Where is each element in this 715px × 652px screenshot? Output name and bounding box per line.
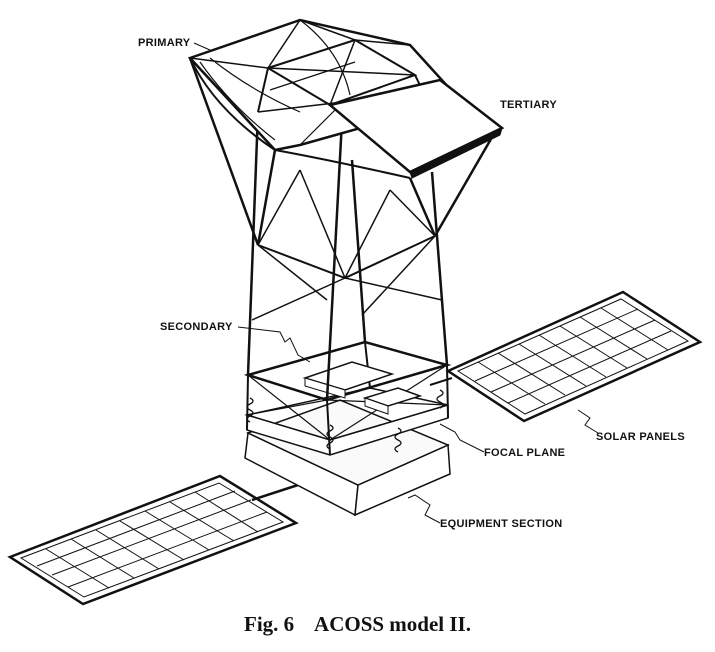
- label-equipment-section: EQUIPMENT SECTION: [407, 494, 562, 530]
- tower-truss: [188, 57, 497, 401]
- left-solar-panel: [7, 474, 299, 606]
- label-focal-plane: FOCAL PLANE: [439, 423, 565, 459]
- label-primary: PRIMARY: [138, 37, 211, 51]
- label-secondary: SECONDARY: [160, 321, 311, 363]
- solar-panels-label: SOLAR PANELS: [596, 431, 685, 443]
- lower-truss-structure: [243, 340, 452, 456]
- figure-title: ACOSS model II.: [314, 612, 471, 636]
- tertiary-mirror: [327, 78, 505, 179]
- primary-label: PRIMARY: [138, 37, 191, 49]
- equipment-section-label: EQUIPMENT SECTION: [440, 518, 562, 530]
- label-tertiary: TERTIARY: [500, 99, 557, 111]
- figure-caption: Fig. 6 ACOSS model II.: [0, 612, 715, 637]
- label-solar-panels: SOLAR PANELS: [577, 409, 685, 443]
- secondary-label: SECONDARY: [160, 321, 233, 333]
- right-solar-panel: [429, 290, 703, 423]
- figure-number: Fig. 6: [244, 612, 295, 636]
- tertiary-label: TERTIARY: [500, 99, 557, 111]
- focal-plane-label: FOCAL PLANE: [484, 447, 565, 459]
